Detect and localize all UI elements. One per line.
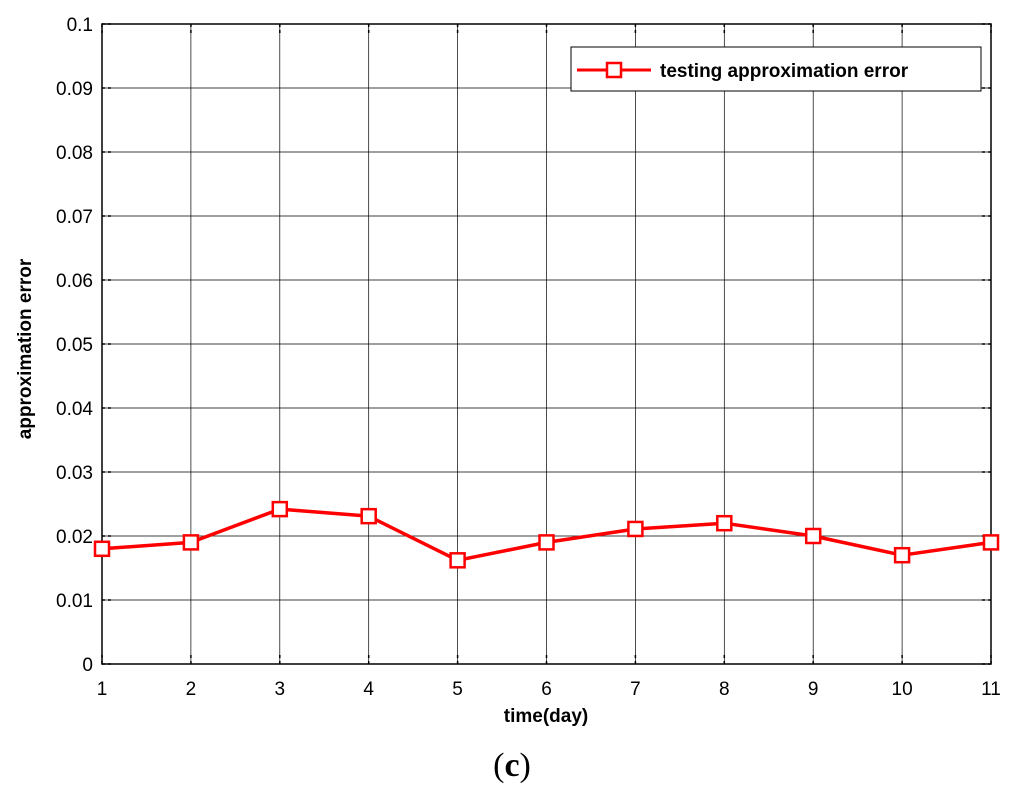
panel-caption: (c): [493, 747, 531, 784]
x-tick-label: 1: [97, 679, 108, 700]
data-point: [982, 534, 1000, 551]
data-point: [93, 540, 111, 558]
legend: testing approximation error: [570, 46, 982, 92]
y-tick-label: 0.04: [56, 399, 93, 420]
x-tick-label: 5: [452, 679, 463, 700]
data-point: [449, 552, 466, 569]
x-tick-label: 4: [363, 679, 374, 700]
y-tick-label: 0.09: [56, 79, 93, 100]
x-tick-label: 3: [275, 679, 286, 700]
axis-ticks: [101, 23, 992, 665]
x-axis-label: time(day): [504, 706, 588, 727]
plot-frame: [101, 23, 992, 665]
x-tick-label: 11: [981, 679, 1001, 700]
y-axis-label: approximation error: [15, 258, 36, 439]
data-point: [538, 534, 555, 551]
y-tick-label: 0.02: [56, 527, 93, 548]
y-tick-label: 0.05: [56, 335, 93, 356]
y-tick-label: 0.03: [56, 463, 93, 484]
x-tick-label: 9: [808, 679, 819, 700]
y-tick-labels: 0 0.01 0.02 0.03 0.04 0.05 0.06 0.07 0.08 0.09 0.1: [56, 15, 93, 676]
y-tick-label: 0.1: [67, 15, 93, 36]
x-tick-label: 6: [541, 679, 552, 700]
y-tick-label: 0.06: [56, 271, 93, 292]
y-tick-label: 0.01: [56, 591, 93, 612]
legend-label: testing approximation error: [660, 61, 909, 82]
data-point: [893, 546, 911, 564]
x-tick-labels: 1 2 3 4 5 6 7 8 9 10 11: [97, 679, 1001, 700]
y-tick-label: 0.07: [56, 207, 93, 228]
legend-swatch-marker: [605, 61, 623, 79]
data-point: [804, 527, 822, 545]
data-point: [716, 514, 733, 532]
caption-open-paren: (: [493, 747, 504, 784]
data-point: [182, 534, 200, 551]
series: [93, 500, 1000, 569]
x-tick-label: 10: [892, 679, 913, 700]
y-tick-label: 0.08: [56, 143, 93, 164]
x-tick-label: 7: [630, 679, 641, 700]
data-point: [360, 507, 377, 525]
caption-close-paren: ): [520, 747, 531, 784]
x-tick-label: 2: [186, 679, 197, 700]
caption-letter: c: [504, 747, 519, 784]
data-point: [271, 500, 289, 518]
x-tick-label: 8: [719, 679, 730, 700]
y-tick-label: 0: [82, 655, 93, 676]
data-point: [627, 520, 644, 538]
